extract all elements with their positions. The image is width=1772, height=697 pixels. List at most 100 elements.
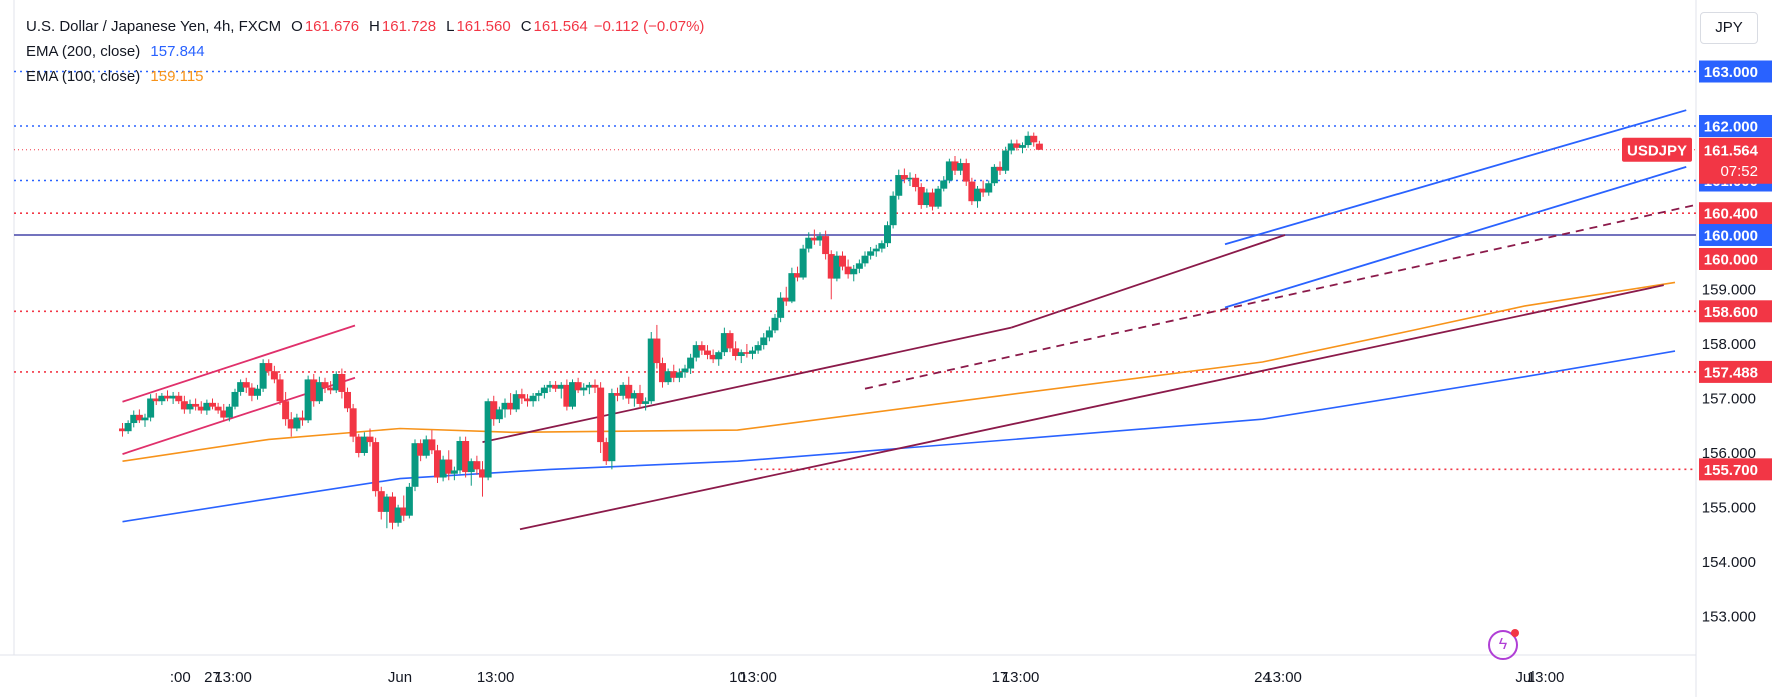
candle	[299, 410, 306, 426]
candle	[158, 393, 166, 406]
symbol-tag-bg	[1622, 137, 1692, 162]
candle	[518, 388, 526, 404]
price-tag-bg	[1699, 458, 1772, 481]
trend-line	[482, 326, 1012, 443]
candle-body	[518, 394, 526, 399]
candle	[147, 394, 155, 422]
candle	[844, 259, 852, 279]
candle	[602, 437, 610, 465]
candle	[557, 382, 565, 399]
candle-body	[479, 469, 486, 478]
candle-body	[344, 391, 351, 409]
ema-100-legend-row[interactable]: EMA (100, close) 159.115	[26, 64, 704, 89]
candle	[585, 382, 593, 395]
candle	[681, 364, 689, 378]
x-axis-tick-label: 13:00	[1527, 669, 1565, 686]
candle-body	[529, 395, 537, 402]
candle-body	[214, 406, 222, 411]
candle-body	[484, 401, 492, 478]
candle	[467, 458, 475, 486]
candle-body	[158, 395, 166, 402]
candle	[833, 251, 841, 282]
candle	[546, 381, 554, 392]
candle-body	[175, 395, 183, 402]
candle	[304, 375, 312, 424]
candle-body	[383, 496, 391, 512]
candle-body	[563, 384, 571, 407]
candle-body	[574, 382, 582, 391]
candle	[743, 344, 751, 358]
candle	[130, 410, 138, 428]
candle	[366, 428, 374, 447]
candle	[906, 172, 914, 186]
candle	[1024, 131, 1032, 148]
x-axis-tick-label: 10	[729, 669, 746, 686]
candle-body	[625, 384, 633, 399]
trend-line	[1224, 109, 1687, 246]
price-tag-bg	[1699, 115, 1772, 137]
price-tag-bg	[1699, 224, 1772, 246]
candle-body	[636, 393, 644, 404]
candle	[720, 327, 728, 356]
candle	[220, 403, 228, 422]
candle	[839, 251, 846, 271]
candle	[715, 350, 723, 366]
candle-body	[389, 496, 396, 523]
candle-body	[1013, 143, 1021, 148]
candle-body	[923, 192, 931, 206]
candle	[456, 436, 464, 474]
candle	[119, 423, 126, 437]
candle	[462, 436, 470, 478]
candle-body	[1024, 135, 1032, 146]
candle	[535, 390, 543, 402]
candle	[1002, 146, 1010, 174]
candle-body	[242, 382, 250, 388]
candle-body	[794, 273, 801, 278]
candle	[214, 402, 222, 414]
candle-body	[850, 268, 858, 275]
candle-body	[951, 161, 959, 171]
candle	[867, 246, 875, 260]
candle-body	[248, 387, 256, 396]
flash-icon[interactable]: ϟ	[1488, 629, 1519, 660]
candle	[490, 395, 498, 426]
candle-body	[608, 393, 616, 462]
candle-body	[996, 166, 1004, 171]
candle-body	[327, 387, 335, 391]
candle-body	[372, 442, 380, 492]
candle-body	[844, 266, 852, 275]
candle-body	[1035, 143, 1043, 150]
trend-line	[1010, 234, 1286, 329]
candle	[422, 435, 430, 459]
ema-200-value: 157.844	[150, 43, 205, 60]
candle-body	[225, 406, 233, 418]
candle	[349, 403, 357, 443]
candle	[675, 368, 683, 383]
currency-button[interactable]: JPY	[1700, 12, 1758, 44]
candle	[765, 326, 773, 342]
candle-body	[231, 391, 239, 407]
candle	[355, 433, 363, 458]
candle	[1019, 142, 1026, 154]
high-key: H	[369, 18, 380, 35]
last-price-countdown: 07:52	[1720, 163, 1758, 180]
candle	[524, 394, 531, 407]
candle	[659, 357, 666, 388]
candle	[512, 390, 520, 413]
candle-body	[124, 423, 132, 432]
candle	[231, 388, 239, 410]
candle	[979, 180, 987, 197]
price-tag-label: 155.700	[1704, 462, 1758, 479]
candle-body	[299, 417, 306, 421]
candle-body	[979, 188, 987, 193]
candle-body	[591, 384, 599, 388]
symbol-title[interactable]: U.S. Dollar / Japanese Yen, 4h, FXCM	[26, 18, 282, 35]
candle	[647, 332, 655, 404]
candle	[383, 493, 391, 529]
candle-body	[377, 491, 385, 512]
ema-200-legend-row[interactable]: EMA (200, close) 157.844	[26, 39, 704, 64]
candle-body	[833, 255, 841, 279]
candle	[591, 379, 599, 394]
candle-body	[130, 414, 138, 424]
